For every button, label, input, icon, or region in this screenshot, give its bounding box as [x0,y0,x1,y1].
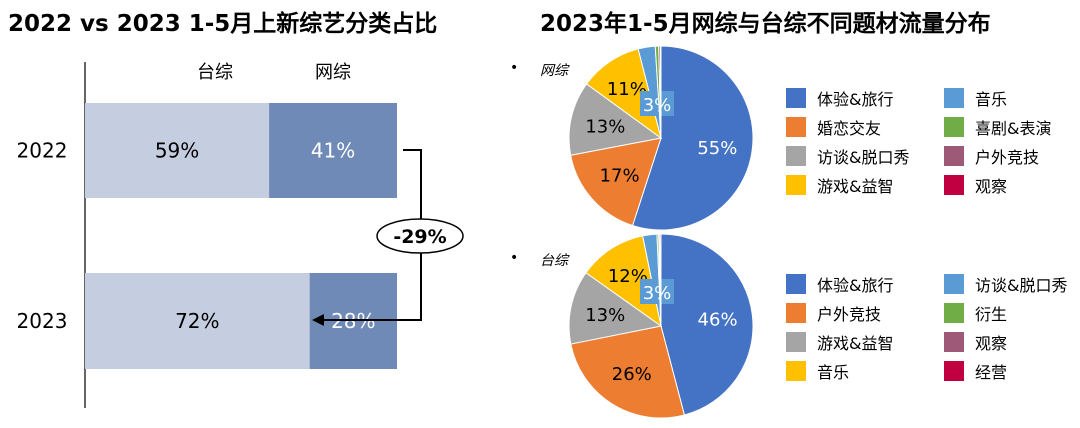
pie2-slice-1 [570,325,686,419]
category-label-2022: 2022 [17,139,68,163]
change-badge [376,218,464,254]
pie1-legend-item-4: 音乐 [944,86,1007,110]
pie2-legend-swatch-4 [944,274,964,294]
bar-label-2022-1: 41% [311,139,355,163]
pie2-label-bg-4 [640,279,674,304]
pie1-legend-swatch-6 [944,146,964,166]
pie1-slice-1 [570,137,662,227]
bar-label-2022-0: 59% [155,139,199,163]
pie2-legend-item-7: 经营 [944,359,1007,383]
pie1-legend-label-4: 音乐 [975,90,1008,109]
pie2-legend-label-6: 观察 [975,334,1008,353]
pie1-legend-label-6: 户外竞技 [975,148,1040,167]
pie2-label-0: 46% [698,310,738,331]
bar-2022-0 [85,103,270,198]
right-chart-title: 2023年1-5月网综与台综不同题材流量分布 [540,11,991,37]
pie2-legend-swatch-5 [944,303,964,323]
pie1-legend-swatch-5 [944,117,964,137]
pie2-slice-2 [568,272,663,345]
bar-2022-1 [269,103,397,198]
pie1-legend-swatch-0 [786,88,806,108]
pie2-legend-swatch-3 [786,361,806,381]
pie2-title: 台综 [540,253,568,269]
pie1-label-2: 13% [585,117,625,138]
pie2-legend-label-3: 音乐 [817,363,850,382]
pie1-legend-item-0: 体验&旅行 [786,86,893,110]
series-header-0: 台综 [197,62,233,83]
bar-label-2023-0: 72% [175,309,219,333]
pie2-legend-item-6: 观察 [944,330,1007,354]
pie1-legend-swatch-3 [786,175,806,195]
pie2-legend-label-0: 体验&旅行 [817,276,894,295]
pie1-legend-item-1: 婚恋交友 [786,115,881,139]
pie2-legend-label-7: 经营 [975,363,1008,382]
category-label-2023: 2023 [17,309,68,333]
pie1-legend-item-3: 游戏&益智 [786,173,893,197]
pie1-legend-label-7: 观察 [975,177,1008,196]
pie1-label-1: 17% [600,166,640,187]
pie2-slice-7 [659,233,662,327]
pie2-label-1: 26% [612,364,652,385]
pie2-legend-label-5: 衍生 [975,305,1008,324]
pie1-legend-item-5: 喜剧&表演 [944,115,1051,139]
bar-2023-0 [85,273,310,369]
pie2-legend-label-1: 户外竞技 [817,305,882,324]
pie2-legend-item-4: 访谈&脱口秀 [944,272,1067,296]
pie1-slice-2 [568,83,663,156]
pie1-legend-label-0: 体验&旅行 [817,90,894,109]
left-chart-title: 2022 vs 2023 1-5月上新综艺分类占比 [8,11,438,37]
pie2-legend-item-3: 音乐 [786,359,849,383]
change-arrowhead [312,314,324,326]
pie2-legend-swatch-6 [944,332,964,352]
pie2-label-3: 12% [608,266,648,287]
pie2-legend-item-5: 衍生 [944,301,1007,325]
pie1-legend-item-6: 户外竞技 [944,144,1039,168]
pie2-label-2: 13% [585,305,625,326]
pie1-label-0: 55% [697,138,737,159]
pie2-legend-label-4: 访谈&脱口秀 [975,276,1068,295]
pie1-legend-item-2: 访谈&脱口秀 [786,144,909,168]
pie2-legend-swatch-7 [944,361,964,381]
pie1-legend-swatch-1 [786,117,806,137]
series-header-1: 网综 [315,62,351,83]
pie1-bullet: • [510,60,519,76]
change-badge-text: -29% [393,226,446,248]
pie1-legend-label-5: 喜剧&表演 [975,119,1052,138]
pie2-legend-item-2: 游戏&益智 [786,330,893,354]
pie1-legend-label-3: 游戏&益智 [817,177,894,196]
pie2-label-4: 3% [643,283,672,304]
pie2-legend-item-0: 体验&旅行 [786,272,893,296]
pie1-legend-swatch-2 [786,146,806,166]
pie1-label-3: 11% [607,79,647,100]
pie2-legend-label-2: 游戏&益智 [817,334,894,353]
pie1-legend-swatch-7 [944,175,964,195]
pie2-legend-swatch-0 [786,274,806,294]
pie2-legend-swatch-1 [786,303,806,323]
pie2-bullet: • [510,250,519,266]
pie2-legend-swatch-2 [786,332,806,352]
pie1-label-4: 3% [643,95,672,116]
pie2-legend-item-1: 户外竞技 [786,301,881,325]
pie2-slice-0 [660,233,754,416]
pie1-label-bg-4 [640,91,674,116]
pie1-legend-label-1: 婚恋交友 [817,119,882,138]
pie1-legend-label-2: 访谈&脱口秀 [817,148,910,167]
pie1-title: 网综 [540,63,568,79]
pie1-slice-7 [659,45,662,139]
pie1-legend-item-7: 观察 [944,173,1007,197]
pie1-legend-swatch-4 [944,88,964,108]
